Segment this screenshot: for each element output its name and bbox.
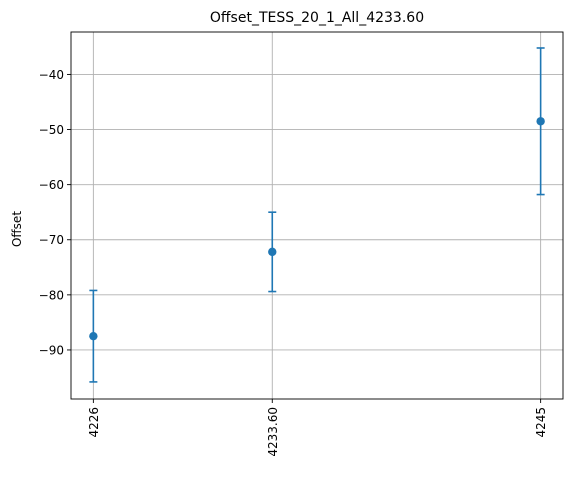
data-point [268, 247, 277, 257]
y-tick-label: −80 [39, 288, 64, 302]
x-tick-label: 4245 [534, 407, 548, 438]
chart-title: Offset_TESS_20_1_All_4233.60 [210, 10, 424, 26]
axes: −90 −80 −70 −60 −50 −40 4226 4233.60 4245 [39, 68, 548, 457]
data-point [89, 331, 98, 341]
x-tick-label: 4226 [87, 407, 101, 438]
y-tick-label: −40 [39, 68, 64, 82]
data-point [536, 117, 545, 126]
grid [71, 32, 563, 399]
y-tick-label: −90 [39, 343, 64, 357]
y-axis-label: Offset [10, 211, 24, 247]
y-tick-label: −70 [39, 233, 64, 247]
y-tick-label: −50 [39, 123, 64, 137]
data-marks [89, 47, 545, 383]
plot-frame [70, 31, 564, 400]
x-tick-label: 4233.60 [266, 407, 280, 457]
y-tick-label: −60 [39, 178, 64, 192]
